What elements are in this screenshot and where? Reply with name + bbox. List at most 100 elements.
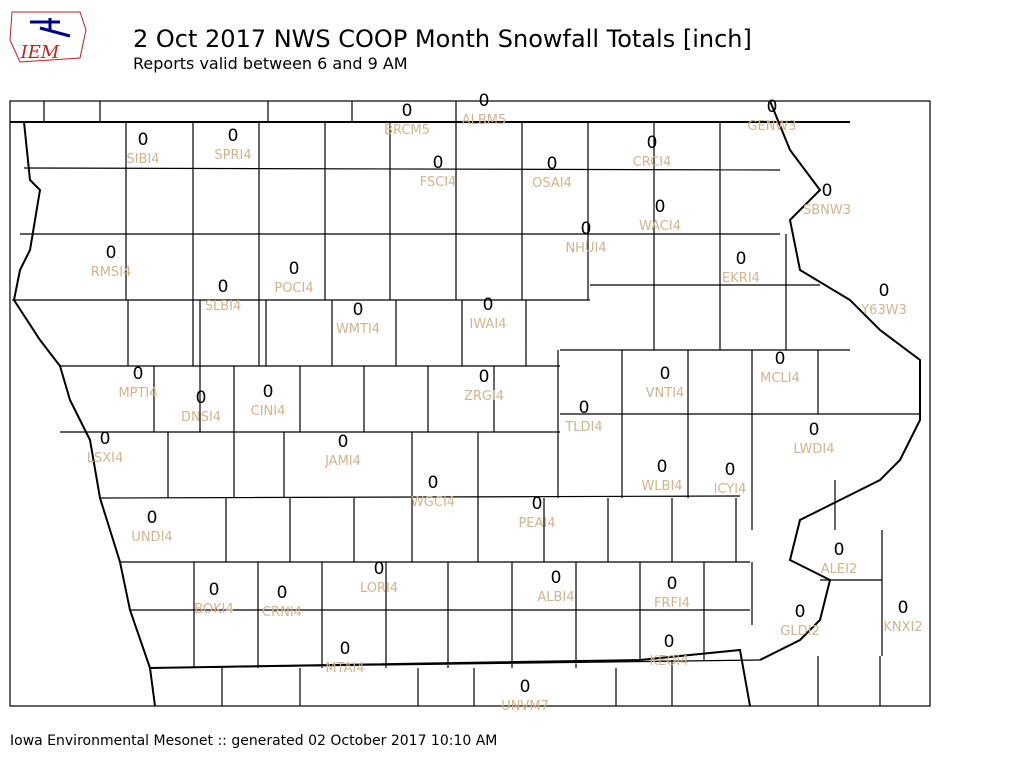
- title: 2 Oct 2017 NWS COOP Month Snowfall Total…: [133, 25, 752, 53]
- station-id: ALBI4: [537, 590, 574, 605]
- station-value: 0: [209, 580, 220, 600]
- station-id: MCLI4: [760, 371, 800, 386]
- station-value: 0: [767, 97, 778, 117]
- stations: 0 BRCM5 0 ALBM5 0 GENW3 0 SIBI4 0 SPRI4 0 FSCI4 0 OSA…: [87, 91, 923, 714]
- station-value: 0: [138, 130, 149, 150]
- station-value: 0: [532, 494, 543, 514]
- station-id: BOKI4: [194, 602, 234, 617]
- station-value: 0: [263, 382, 274, 402]
- station-id: CINI4: [251, 404, 286, 419]
- station-value: 0: [660, 364, 671, 384]
- station-value: 0: [736, 249, 747, 269]
- station-value: 0: [228, 126, 239, 146]
- station-id: ALEI2: [821, 562, 857, 577]
- station-value: 0: [775, 349, 786, 369]
- footer: Iowa Environmental Mesonet :: generated …: [10, 733, 497, 749]
- station-value: 0: [479, 367, 490, 387]
- station-value: 0: [547, 154, 558, 174]
- station-id: EKRI4: [722, 271, 760, 286]
- station-value: 0: [795, 602, 806, 622]
- station-id: GLDI2: [780, 624, 819, 639]
- station-id: LWDI4: [793, 442, 834, 457]
- station-id: POCI4: [274, 281, 313, 296]
- station-id: JAMI4: [324, 454, 361, 469]
- station-id: CRNI4: [262, 605, 302, 620]
- station-id: PEAI4: [518, 516, 555, 531]
- station-value: 0: [898, 598, 909, 618]
- station-id: GENW3: [747, 119, 796, 134]
- station-value: 0: [428, 473, 439, 493]
- station-id: MPTI4: [118, 386, 157, 401]
- station-id: FRFI4: [654, 596, 690, 611]
- station-id: LSXI4: [87, 451, 124, 466]
- station-id: WMTI4: [336, 322, 380, 337]
- station-value: 0: [647, 133, 658, 153]
- map: [9, 100, 931, 707]
- station-value: 0: [218, 277, 229, 297]
- station-id: CRCI4: [633, 155, 672, 170]
- logo-text: IEM: [20, 42, 60, 63]
- station-id: WACI4: [639, 219, 681, 234]
- state-border: [10, 100, 921, 707]
- station-id: NHUI4: [565, 241, 606, 256]
- station-value: 0: [338, 432, 349, 452]
- station-value: 0: [483, 295, 494, 315]
- station-value: 0: [374, 559, 385, 579]
- station-id: RMSI4: [91, 265, 132, 280]
- station-value: 0: [655, 197, 666, 217]
- map-frame: [9, 100, 931, 707]
- station-id: IWAI4: [470, 317, 507, 332]
- station-id: ALBM5: [462, 113, 507, 128]
- station-id: Y63W3: [860, 303, 907, 318]
- station-value: 0: [551, 568, 562, 588]
- station-id: SIBI4: [126, 152, 159, 167]
- station-value: 0: [106, 243, 117, 263]
- station-id: FSCI4: [420, 175, 457, 190]
- station-id: ZRGI4: [464, 389, 504, 404]
- station-id: KEOI4: [649, 654, 688, 669]
- station-value: 0: [289, 259, 300, 279]
- station-id: WGCI4: [411, 495, 455, 510]
- station-id: DNSI4: [181, 410, 221, 425]
- station-value: 0: [196, 388, 207, 408]
- station-id: SLBI4: [205, 299, 242, 314]
- station-value: 0: [340, 639, 351, 659]
- station-value: 0: [479, 91, 490, 111]
- station-value: 0: [433, 153, 444, 173]
- station-id: UNDI4: [131, 530, 172, 545]
- station-value: 0: [879, 281, 890, 301]
- station-value: 0: [581, 219, 592, 239]
- station-value: 0: [402, 101, 413, 121]
- logo-outline: [9, 11, 87, 63]
- logo-graphic: [30, 18, 71, 38]
- station-id: TLDI4: [564, 420, 602, 435]
- station-value: 0: [809, 420, 820, 440]
- station-id: SPRI4: [214, 148, 251, 163]
- station-id: KNXI2: [883, 620, 922, 635]
- station-value: 0: [725, 460, 736, 480]
- station-value: 0: [834, 540, 845, 560]
- station-value: 0: [100, 429, 111, 449]
- station-value: 0: [579, 398, 590, 418]
- station-value: 0: [520, 677, 531, 697]
- station-value: 0: [664, 632, 675, 652]
- station-id: WLBI4: [641, 479, 682, 494]
- station-value: 0: [133, 364, 144, 384]
- station-id: UNVM7: [501, 699, 549, 714]
- station-id: MTAI4: [325, 661, 364, 676]
- station-value: 0: [353, 300, 364, 320]
- station-id: ICYI4: [714, 482, 747, 497]
- station-value: 0: [147, 508, 158, 528]
- station-id: BRCM5: [384, 123, 430, 138]
- station-value: 0: [667, 574, 678, 594]
- logo: IEM: [9, 11, 87, 63]
- station-value: 0: [657, 457, 668, 477]
- station-value: 0: [822, 181, 833, 201]
- station-id: LORI4: [360, 581, 398, 596]
- subtitle: Reports valid between 6 and 9 AM: [133, 54, 408, 73]
- station-value: 0: [277, 583, 288, 603]
- station-id: SBNW3: [803, 203, 851, 218]
- station-id: VNTI4: [646, 386, 685, 401]
- station-id: OSAI4: [532, 176, 572, 191]
